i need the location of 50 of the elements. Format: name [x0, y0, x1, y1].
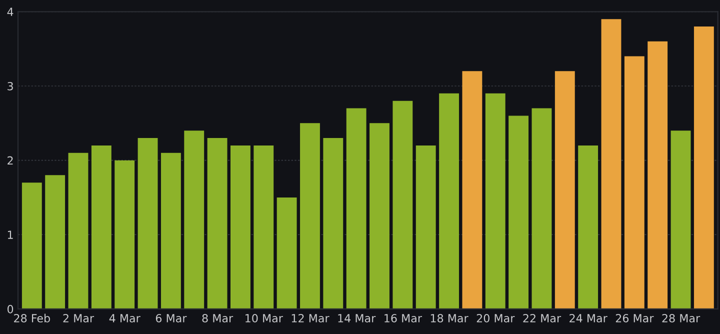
bar: [439, 93, 459, 309]
bar: [532, 108, 552, 309]
bar: [508, 116, 529, 309]
x-tick-label: 20 Mar: [476, 314, 515, 322]
bar: [392, 100, 413, 309]
x-tick-label: 24 Mar: [570, 314, 608, 322]
bar: [485, 93, 506, 309]
bar: [91, 145, 112, 309]
bar: [68, 152, 88, 309]
x-tick-label: 26 Mar: [616, 314, 654, 322]
bar: [670, 130, 691, 309]
bar: [370, 123, 390, 309]
bar: [276, 197, 297, 309]
bar: [45, 175, 66, 309]
bar: [138, 138, 158, 309]
bar: [184, 130, 204, 309]
bar: [207, 138, 228, 309]
x-tick-label: 12 Mar: [292, 314, 330, 322]
bar: [578, 145, 598, 309]
bar: [624, 56, 644, 309]
x-tick-label: 2 Mar: [63, 314, 94, 322]
x-tick-label: 4 Mar: [109, 314, 140, 322]
bar: [694, 26, 714, 309]
y-tick-label: 0: [7, 304, 14, 314]
bar: [114, 160, 135, 309]
bar: [254, 145, 274, 309]
bar: [22, 182, 42, 309]
x-tick-label: 18 Mar: [430, 314, 468, 322]
y-tick-label: 3: [8, 82, 13, 90]
bar: [300, 123, 320, 309]
bar: [346, 108, 366, 309]
bar: [323, 138, 344, 309]
x-tick-label: 22 Mar: [523, 314, 562, 322]
x-tick-label: 6 Mar: [156, 314, 187, 322]
x-tick-label: 8 Mar: [202, 314, 234, 322]
bar: [416, 145, 436, 309]
bar: [462, 71, 482, 309]
x-tick-label: 28 Mar: [662, 314, 700, 322]
y-tick-label: 4: [7, 8, 14, 16]
x-tick-label: 28 Feb: [14, 314, 50, 322]
bar: [230, 145, 250, 309]
y-tick-label: 1: [8, 230, 13, 239]
y-tick-label: 2: [8, 156, 13, 165]
bar: [160, 152, 181, 309]
bar: [601, 19, 622, 309]
bar: [648, 41, 668, 309]
x-tick-label: 16 Mar: [384, 314, 422, 322]
bar: [554, 71, 575, 309]
x-tick-label: 14 Mar: [338, 314, 376, 322]
x-tick-label: 10 Mar: [246, 314, 283, 322]
